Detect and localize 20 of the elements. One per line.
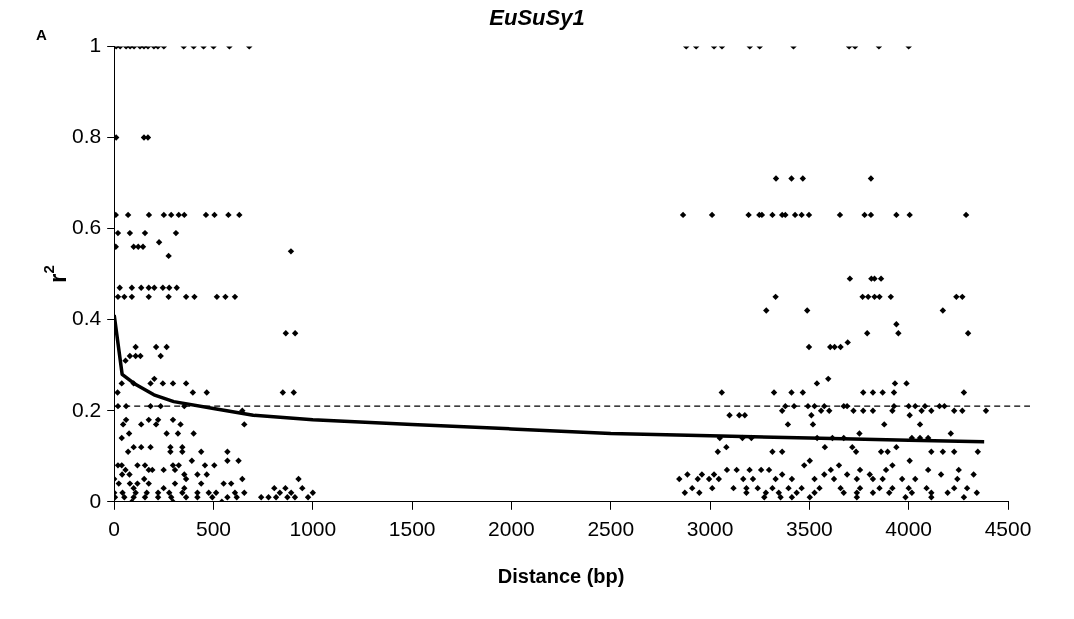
- x-tick-label: 0: [108, 517, 121, 541]
- x-tick-label: 4000: [885, 517, 933, 541]
- y-tick-label: 0.8: [71, 124, 102, 148]
- x-tick-label: 4500: [984, 517, 1032, 541]
- text: A: [36, 25, 47, 43]
- x-tick-label: 2000: [488, 517, 535, 541]
- x-tick-label: 2500: [587, 517, 635, 541]
- x-tick-label: 500: [195, 517, 232, 541]
- y-tick-label: 0.6: [71, 215, 102, 239]
- x-tick-label: 1500: [388, 517, 436, 541]
- y-tick-label: 1: [89, 33, 102, 57]
- chart-title: EuSuSy1: [489, 5, 585, 31]
- y-axis-title: r2: [40, 265, 71, 283]
- y-tick-label: 0: [89, 488, 102, 512]
- y-tick-label: 0.2: [71, 397, 102, 421]
- x-tick-label: 3000: [686, 517, 734, 541]
- x-axis-title: Distance (bp): [497, 564, 625, 587]
- y-tick-label: 0.4: [71, 306, 102, 330]
- x-tick-label: 3500: [786, 517, 833, 541]
- x-tick-label: 1000: [289, 517, 337, 541]
